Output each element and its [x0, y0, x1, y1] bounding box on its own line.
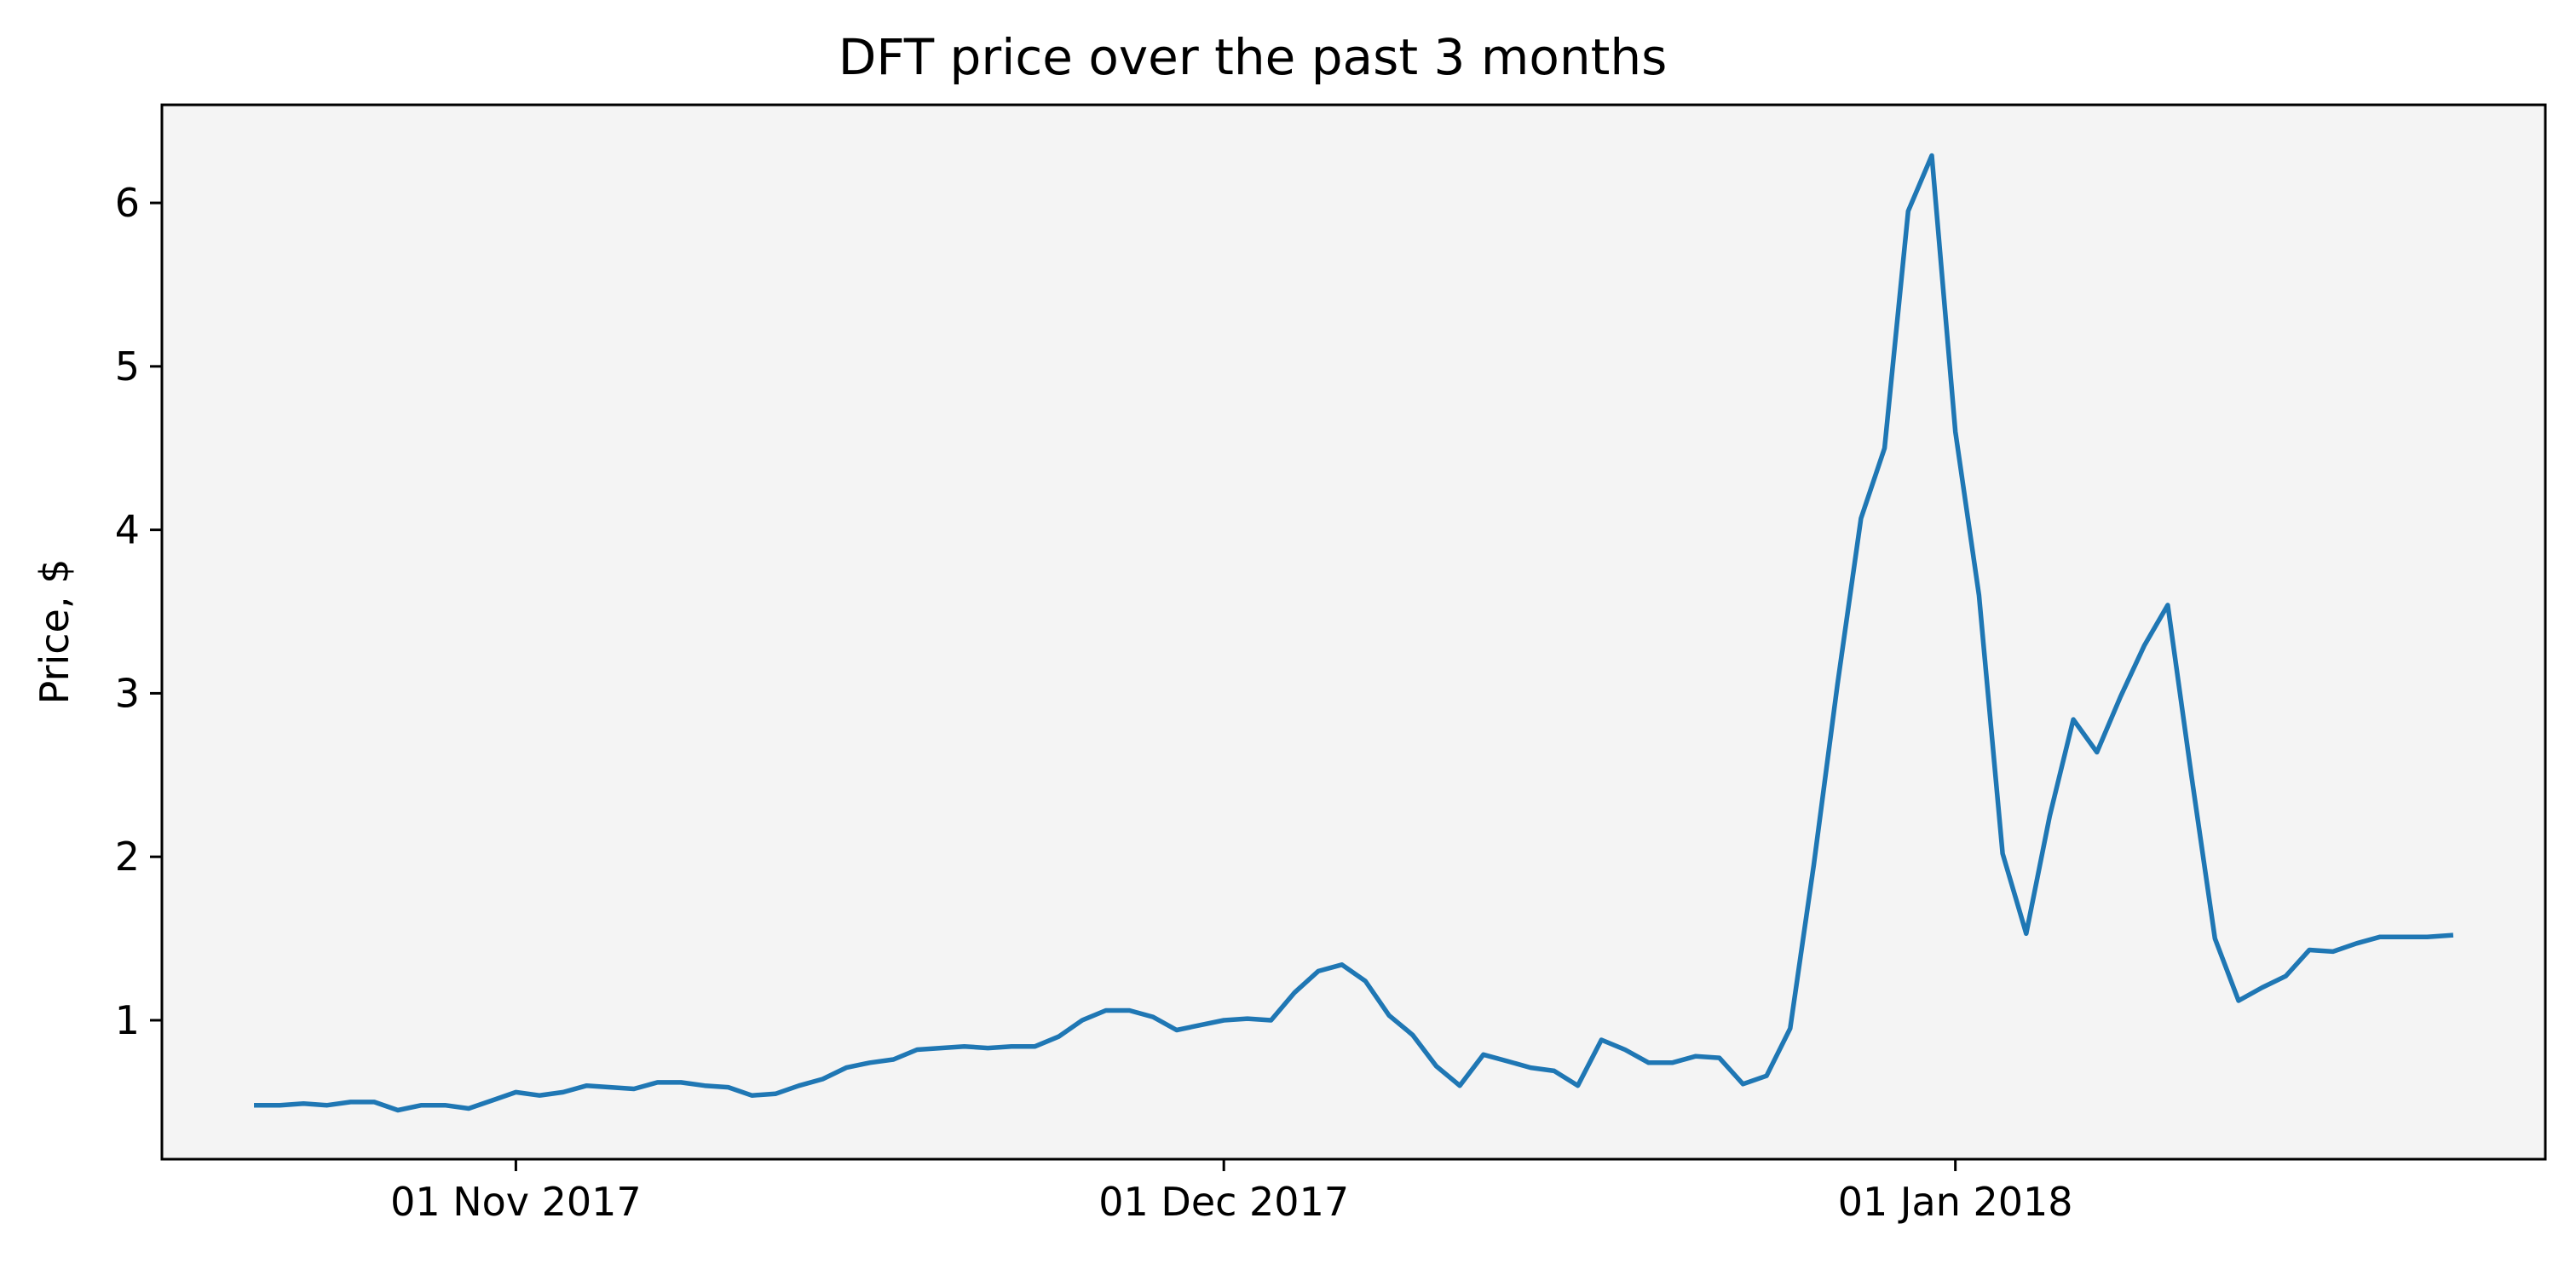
x-tick-label: 01 Dec 2017 [1098, 1179, 1349, 1225]
y-axis-label: Price, $ [32, 559, 78, 705]
y-tick-label: 1 [115, 997, 140, 1043]
x-axis-ticks: 01 Nov 2017 01 Dec 2017 01 Jan 2018 [390, 1159, 2073, 1225]
plot-background [162, 105, 2545, 1159]
y-axis-ticks: 1 2 3 4 5 6 [115, 180, 162, 1043]
chart-title: DFT price over the past 3 months [838, 28, 1668, 86]
y-tick-label: 6 [115, 180, 140, 226]
y-tick-label: 4 [115, 507, 140, 553]
y-tick-label: 2 [115, 834, 140, 880]
y-tick-label: 3 [115, 670, 140, 716]
x-tick-label: 01 Jan 2018 [1838, 1179, 2073, 1225]
x-tick-label: 01 Nov 2017 [390, 1179, 642, 1225]
y-tick-label: 5 [115, 343, 140, 390]
plot-frame [160, 103, 2547, 1161]
series-line [254, 153, 2454, 1113]
